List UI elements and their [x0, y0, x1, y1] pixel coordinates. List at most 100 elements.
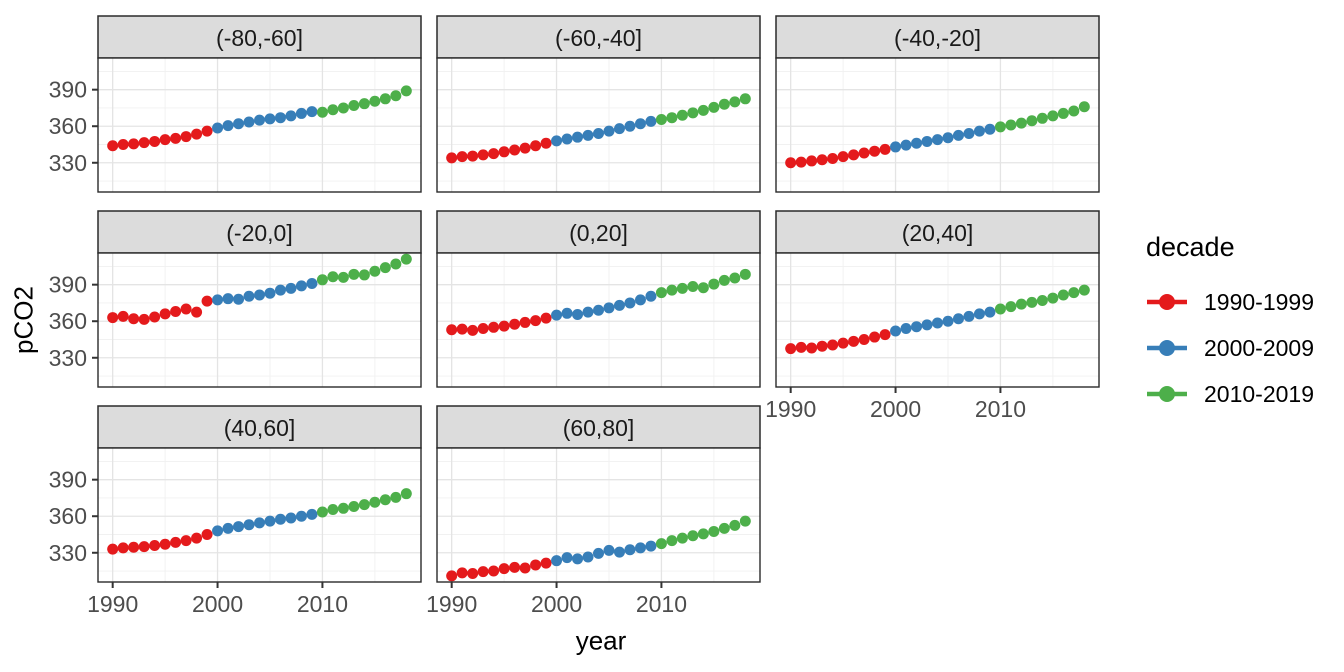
data-point [138, 137, 150, 149]
data-point [561, 552, 573, 564]
data-point [149, 539, 161, 551]
data-point [254, 289, 265, 301]
facet-strip [97, 15, 422, 59]
y-axis-tick-label: 330 [49, 150, 87, 176]
data-point [1068, 287, 1080, 299]
data-point [1036, 112, 1048, 124]
data-point [942, 132, 954, 144]
panel-border [436, 447, 761, 583]
data-point [848, 335, 860, 347]
data-point [1005, 119, 1017, 131]
data-point [572, 309, 584, 321]
data-point [1036, 295, 1048, 307]
data-point [540, 557, 552, 569]
data-point [488, 565, 500, 577]
data-point [477, 323, 489, 335]
data-point [994, 303, 1006, 315]
data-point [1078, 284, 1090, 296]
data-point [467, 324, 479, 336]
data-point [337, 102, 349, 114]
data-point [858, 333, 870, 345]
data-point [785, 343, 797, 355]
x-axis-tick-label: 1990 [87, 591, 138, 617]
data-point [1057, 107, 1069, 119]
y-axis-tick-label: 330 [49, 345, 87, 371]
data-point [1026, 296, 1038, 308]
data-point [233, 293, 245, 305]
legend-entry: 2000-2009 [1146, 325, 1344, 371]
data-point [233, 521, 245, 533]
data-point [519, 316, 531, 328]
data-point [191, 532, 203, 544]
data-point [624, 297, 636, 309]
data-point [509, 144, 521, 156]
facet-strip [97, 210, 422, 254]
data-point [390, 258, 402, 270]
facet-label: (60,80] [563, 415, 635, 441]
data-point [390, 90, 402, 102]
data-point [337, 502, 349, 514]
data-point [107, 140, 119, 152]
data-point [582, 551, 594, 563]
data-point [107, 543, 119, 555]
data-point [879, 143, 891, 155]
data-point [138, 541, 150, 553]
data-point [1057, 289, 1069, 301]
data-point [921, 135, 933, 147]
data-point [561, 307, 573, 319]
facet-strip [436, 210, 761, 254]
data-point [739, 515, 751, 527]
data-point [201, 295, 213, 307]
data-point [624, 120, 636, 132]
data-point [379, 93, 391, 105]
data-point [816, 154, 828, 166]
data-point [390, 491, 402, 503]
data-point [984, 123, 996, 135]
data-point [295, 280, 307, 292]
data-point [369, 496, 381, 508]
data-point [1047, 292, 1059, 304]
data-point [540, 137, 552, 149]
data-point [718, 522, 730, 534]
data-point [446, 324, 458, 336]
data-point [624, 544, 636, 556]
data-point [180, 131, 192, 143]
data-point [327, 271, 339, 283]
legend-key-icon [1147, 294, 1187, 310]
panel-background [437, 58, 760, 192]
data-point [358, 269, 370, 281]
data-point [729, 519, 741, 531]
data-point [243, 116, 255, 128]
data-point [1026, 115, 1038, 127]
data-point [593, 304, 604, 316]
data-point [729, 272, 741, 284]
data-point [963, 128, 975, 140]
data-point [718, 274, 730, 286]
data-point [400, 488, 412, 500]
data-point [848, 149, 860, 161]
data-point [666, 535, 678, 547]
data-point [128, 138, 140, 150]
data-point [655, 114, 667, 126]
data-point [921, 319, 933, 331]
data-point [561, 133, 573, 145]
data-point [117, 138, 129, 150]
data-point [869, 331, 881, 343]
data-point [348, 500, 360, 512]
data-point [837, 337, 849, 349]
data-point [785, 157, 797, 169]
data-point [488, 148, 500, 160]
data-point [551, 135, 563, 147]
data-point [369, 265, 381, 277]
data-point [180, 535, 192, 547]
data-point [890, 325, 902, 337]
data-point [697, 528, 709, 540]
data-point [498, 320, 510, 332]
legend-key-icon [1147, 386, 1187, 402]
data-point [1015, 117, 1027, 129]
y-axis-title: pCO2 [8, 286, 39, 354]
data-point [285, 110, 297, 122]
x-axis-tick-label: 1990 [765, 396, 816, 422]
data-point [170, 536, 182, 548]
